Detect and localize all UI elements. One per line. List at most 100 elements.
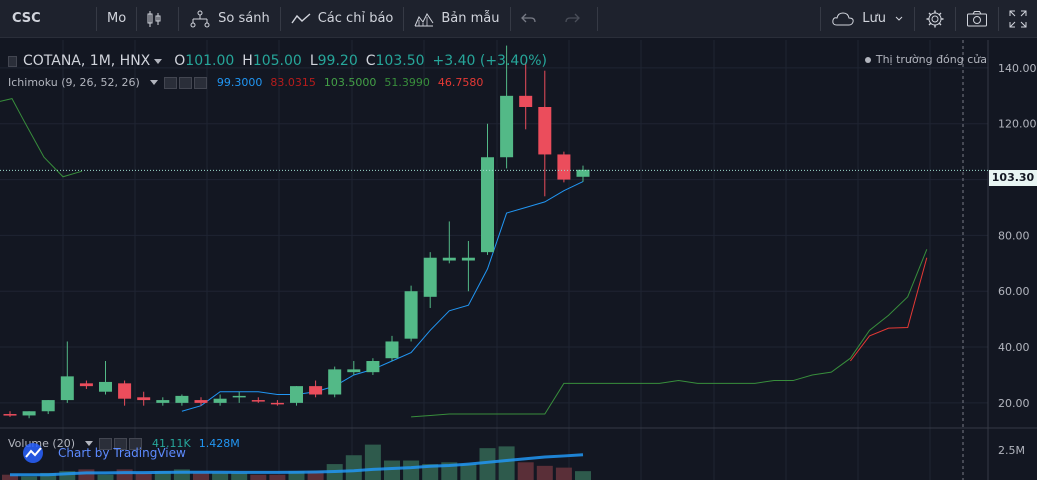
main-legend: COTANA, 1M, HNX O 101.00 H 105.00 L 99.2… (8, 53, 547, 69)
volume-bar (250, 474, 267, 480)
collapse-legend-icon[interactable] (8, 55, 17, 67)
price-tick-label: 140.00 (998, 62, 1037, 75)
price-tick-label: 60.00 (998, 285, 1030, 298)
volume-bar (307, 471, 324, 480)
volume-name[interactable]: Volume (20) (8, 437, 75, 450)
candle-body (79, 383, 93, 387)
ichimoku-chikou-line (0, 98, 83, 178)
volume-bar (288, 471, 305, 480)
settings-button[interactable] (915, 0, 955, 38)
candle-body (232, 395, 246, 398)
gear-icon[interactable] (114, 437, 127, 450)
volume-bar (269, 474, 286, 480)
volume-bar (403, 460, 420, 480)
low-value: 99.20 (317, 53, 358, 69)
indicators-label: Các chỉ báo (317, 11, 394, 26)
market-status: Thị trường đóng cửa (864, 53, 987, 66)
price-tick-label: 20.00 (998, 397, 1030, 410)
price-tick-label: 80.00 (998, 229, 1030, 242)
low-label: L (309, 53, 318, 69)
open-value: 101.00 (185, 53, 235, 69)
close-icon[interactable] (193, 76, 207, 89)
toolbar-divider (178, 6, 180, 31)
volume-bar (517, 462, 534, 480)
volume-bar (154, 471, 171, 480)
chart-canvas[interactable]: 140.00120.00100.0080.0060.0040.0020.002.… (0, 39, 1037, 480)
save-label: Lưu (862, 11, 886, 26)
tradingview-logo-icon (23, 443, 43, 463)
volume-tick-label: 2.5M (998, 444, 1025, 457)
candle-body (328, 369, 342, 395)
chevron-down-icon[interactable] (154, 58, 163, 64)
volume-bar (78, 469, 95, 480)
volume-bar (498, 446, 515, 480)
ichimoku-value: 51.3990 (384, 76, 430, 89)
candles-icon (147, 10, 161, 27)
toolbar-divider (136, 6, 138, 31)
candle-body (366, 361, 380, 373)
gear-icon (926, 10, 944, 27)
snapshot-button[interactable] (956, 0, 998, 38)
candle-body (41, 400, 55, 412)
tradingview-attribution[interactable]: Chart by TradingView (22, 442, 186, 464)
volume-bar (116, 469, 133, 480)
compare-icon (190, 10, 210, 27)
indicators-icon (291, 12, 311, 23)
chevron-down-icon[interactable] (149, 80, 158, 85)
ichimoku-legend: Ichimoku (9, 26, 52, 26) 99.3000 83.0315 1… (8, 76, 483, 89)
candle-body (251, 400, 265, 402)
candle-body (442, 257, 456, 261)
interval-button[interactable]: Mo (107, 11, 127, 26)
candle-body (60, 376, 74, 401)
ichimoku-span-a-line (411, 249, 928, 418)
candle-body (423, 257, 437, 297)
chart-type-button[interactable] (137, 0, 178, 38)
ichimoku-span-b-line (850, 257, 928, 362)
chart-area[interactable]: 140.00120.00100.0080.0060.0040.0020.002.… (0, 39, 1037, 480)
eye-icon[interactable] (163, 76, 177, 89)
fullscreen-button[interactable] (999, 0, 1037, 38)
candle-body (404, 291, 418, 339)
ichimoku-name[interactable]: Ichimoku (9, 26, 52, 26) (8, 76, 140, 89)
candle-body (385, 341, 399, 359)
symbol-line[interactable]: COTANA, 1M, HNX (23, 53, 151, 69)
templates-label: Bản mẫu (441, 11, 500, 26)
candle-body (538, 106, 552, 155)
chevron-down-icon (895, 16, 903, 21)
compare-button[interactable]: So sánh (179, 0, 280, 38)
toolbar-divider (596, 6, 598, 31)
volume-bar (460, 464, 477, 480)
compare-label: So sánh (218, 11, 270, 26)
undo-icon (520, 13, 536, 22)
status-dot-icon (864, 56, 871, 63)
eye-icon[interactable] (99, 437, 112, 450)
volume-bar (21, 476, 38, 480)
chevron-down-icon[interactable] (85, 441, 93, 446)
toolbar-divider (509, 6, 511, 31)
ichimoku-value: 83.0315 (270, 76, 316, 89)
candle-body (557, 154, 571, 180)
close-label: C (365, 53, 376, 69)
volume-bar (59, 471, 76, 480)
symbol-search-button[interactable]: CSC (12, 11, 41, 26)
candle-body (194, 400, 208, 403)
indicators-button[interactable]: Các chỉ báo (281, 0, 404, 38)
redo-button[interactable] (554, 0, 597, 38)
toolbar-right-group: Lưu (820, 0, 1037, 38)
volume-bar (345, 455, 362, 480)
volume-bar (479, 448, 496, 480)
candle-body (576, 169, 590, 177)
gear-icon[interactable] (178, 76, 192, 89)
open-label: O (174, 53, 186, 69)
close-icon[interactable] (129, 437, 142, 450)
save-button[interactable]: Lưu (821, 0, 914, 38)
candle-body (309, 386, 323, 395)
candle-body (270, 402, 284, 405)
high-value: 105.00 (252, 53, 302, 69)
candle-body (175, 395, 189, 403)
undo-button[interactable] (511, 0, 554, 38)
volume-bar (575, 471, 591, 480)
templates-button[interactable]: Bản mẫu (404, 0, 509, 38)
toolbar-divider (998, 6, 999, 31)
fullscreen-icon (1009, 10, 1027, 27)
